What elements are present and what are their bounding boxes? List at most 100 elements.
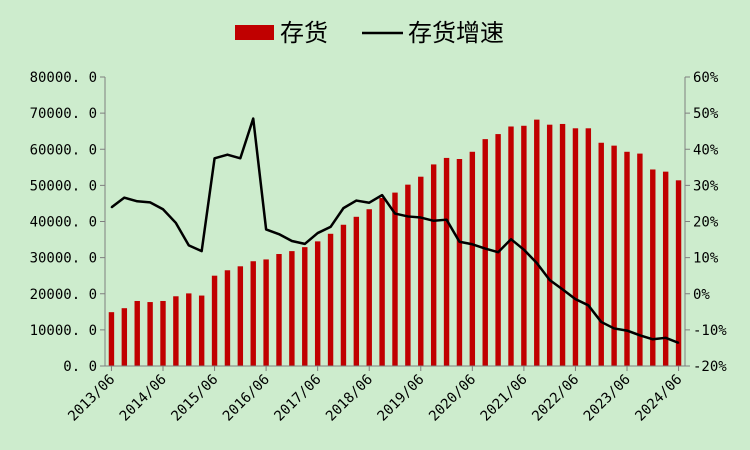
point-inventory-growth-44 [677,342,680,344]
bar-inventory-32 [521,125,527,367]
bar-inventory-7 [198,295,205,366]
y-left-tick-label: 20000. 0 [30,287,97,303]
point-inventory-growth-39 [613,327,615,330]
bar-inventory-30 [495,134,501,366]
point-inventory-growth-21 [381,194,383,196]
point-inventory-growth-25 [432,219,435,222]
bar-inventory-15 [302,247,308,366]
y-right-tick-label: 10% [693,251,719,267]
bar-inventory-24 [418,176,424,366]
point-inventory-growth-29 [484,247,487,250]
bar-inventory-17 [327,233,334,366]
point-inventory-growth-43 [664,337,667,339]
bar-inventory-10 [237,266,244,366]
legend-swatch-inventory [235,25,274,40]
legend: 存货 存货增速 [235,19,504,47]
point-inventory-growth-1 [123,196,126,199]
y-right-tick-label: 40% [693,142,719,158]
bar-inventory-14 [289,251,295,366]
bar-inventory-40 [624,151,630,366]
point-inventory-growth-42 [651,338,654,341]
bar-inventory-11 [250,261,256,366]
bar-inventory-38 [598,142,604,366]
x-axis-ticks: 2013/062014/062015/062016/062017/062018/… [65,366,685,425]
bar-inventory-44 [675,180,682,366]
bar-inventory-2 [134,300,140,366]
x-tick-label: 2017/06 [271,372,324,425]
bar-inventory-42 [650,169,656,366]
bar-inventory-25 [430,164,437,366]
bar-inventory-43 [662,171,669,366]
y-right-tick-label: 20% [693,215,719,231]
bar-inventory-28 [469,151,476,366]
point-inventory-growth-0 [110,206,113,209]
x-tick-label: 2016/06 [220,372,273,425]
bar-inventory-36 [572,128,579,366]
bar-inventory-13 [276,254,282,366]
x-tick-label: 2014/06 [117,372,170,425]
bar-inventory-9 [224,270,231,366]
point-inventory-growth-5 [175,222,177,224]
point-inventory-growth-33 [535,262,538,264]
bar-inventory-31 [508,126,514,367]
point-inventory-growth-12 [265,228,267,231]
bar-inventory-23 [405,184,411,366]
y-axis-left-ticks: 0. 0 10000. 0 20000. 0 30000. 0 40000. 0 5000… [30,70,105,375]
point-inventory-growth-32 [523,248,525,251]
point-inventory-growth-8 [213,157,216,160]
point-inventory-growth-2 [136,200,139,203]
y-left-tick-label: 30000. 0 [30,251,97,267]
y-right-tick-label: -20% [693,359,727,375]
point-inventory-growth-3 [149,201,151,204]
bar-inventory-33 [534,119,540,366]
y-right-tick-label: 0% [693,287,710,303]
y-right-tick-label: 60% [693,70,719,86]
point-inventory-growth-17 [329,226,332,228]
bar-inventory-27 [456,159,463,366]
bar-inventory-21 [379,198,385,366]
bar-inventory-29 [482,139,488,366]
legend-label-inventory: 存货 [280,19,328,47]
y-left-tick-label: 80000. 0 [30,70,97,86]
bar-inventory-41 [637,153,643,366]
bar-inventory-8 [211,275,218,366]
y-axis-right-ticks: -20% -10% 0% 10% 20% 30% 40% 50% 60% [685,70,727,375]
y-left-tick-label: 50000. 0 [30,178,97,194]
point-inventory-growth-35 [561,288,564,291]
y-right-tick-label: -10% [693,323,727,339]
x-tick-label: 2020/06 [426,372,479,425]
point-inventory-growth-23 [407,215,409,218]
point-inventory-growth-4 [162,208,164,211]
bar-inventory-34 [546,124,553,366]
bar-inventory-26 [443,157,450,366]
bar-series-inventory [108,119,682,367]
bar-inventory-3 [147,302,153,366]
y-left-tick-label: 40000. 0 [30,215,97,231]
point-inventory-growth-19 [355,199,358,202]
x-tick-label: 2021/06 [478,372,531,425]
bar-inventory-22 [392,192,398,366]
y-left-tick-label: 10000. 0 [30,323,97,339]
point-inventory-growth-11 [252,117,255,120]
x-tick-label: 2019/06 [375,372,428,425]
x-tick-label: 2023/06 [581,372,634,425]
x-tick-label: 2015/06 [168,372,221,425]
bar-inventory-1 [121,308,128,366]
x-tick-label: 2018/06 [323,372,376,425]
point-inventory-growth-20 [368,201,371,204]
x-tick-label: 2013/06 [65,372,118,425]
point-inventory-growth-13 [278,233,280,235]
y-right-tick-label: 30% [693,178,719,194]
bar-inventory-39 [611,145,617,366]
point-inventory-growth-22 [394,212,396,215]
point-inventory-growth-27 [458,240,461,243]
point-inventory-growth-31 [510,238,512,240]
y-right-tick-label: 50% [693,106,719,122]
point-inventory-growth-41 [639,334,641,337]
point-inventory-growth-10 [239,157,242,160]
bar-inventory-4 [160,300,166,366]
point-inventory-growth-6 [187,244,190,247]
point-inventory-growth-37 [587,304,590,307]
